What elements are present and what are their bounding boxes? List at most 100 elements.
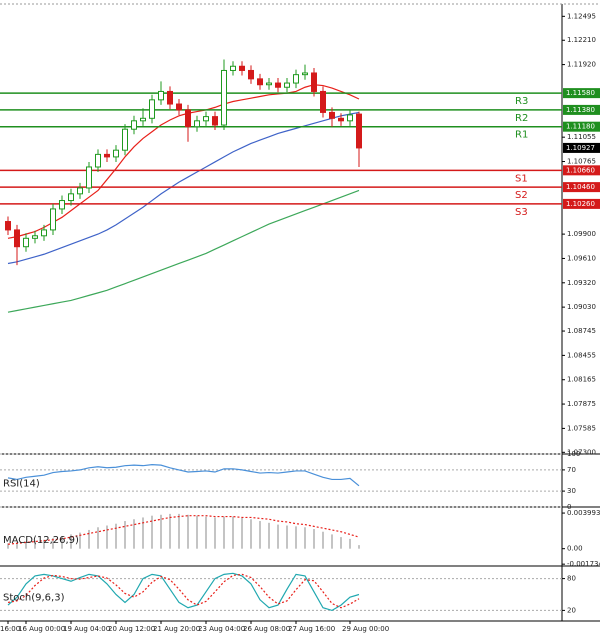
candle-body [59, 200, 65, 210]
y-tick-label: 1.08165 [567, 376, 596, 384]
candle-body [158, 90, 164, 101]
y-tick-label: 1.07585 [567, 424, 596, 432]
y-tick-label: 0.00 [567, 545, 583, 553]
level-name: R3 [515, 96, 528, 107]
candle-body [338, 117, 344, 122]
y-tick-label: 80 [567, 575, 576, 583]
candle-body [167, 90, 173, 105]
candle-body [212, 116, 218, 126]
moving-average [7, 84, 360, 239]
y-tick-label: 1.08455 [567, 351, 596, 359]
y-tick-label: 1.08745 [567, 327, 596, 335]
candle-body [194, 120, 200, 128]
current-price-label: 1.10927 [566, 144, 595, 152]
y-tick-label: 1.11055 [567, 133, 596, 141]
y-tick-label: 1.09610 [567, 254, 596, 262]
x-tick-label: 29 Aug 00:00 [342, 625, 389, 633]
candle-body [68, 193, 74, 202]
candle-body [50, 208, 56, 231]
candle-body [311, 72, 317, 92]
level-name: R1 [515, 130, 528, 141]
candle-body [131, 120, 137, 130]
level-tag-label: 1.10260 [566, 200, 595, 208]
candle-body [5, 221, 11, 231]
candle-body [14, 229, 20, 248]
y-tick-label: 1.09320 [567, 279, 596, 287]
level-tag [563, 88, 600, 99]
candle-body [77, 187, 83, 195]
pane-title: Stoch(9,6,3) [3, 593, 65, 604]
level-tag [563, 198, 600, 209]
y-tick-label: 20 [567, 606, 576, 614]
candle-body [32, 235, 38, 239]
level-tag-label: 1.11180 [566, 123, 595, 131]
pane-title: MACD(12,26,9) [3, 535, 79, 546]
candle-body [266, 82, 272, 86]
x-tick-label: 21 Aug 20:00 [153, 625, 200, 633]
y-tick-label: -0.001734 [567, 560, 600, 568]
indicator-line [7, 515, 360, 545]
candle-body [221, 69, 227, 126]
x-tick-label: 16:00 [0, 625, 20, 633]
candle-body [104, 153, 110, 158]
level-tag [563, 104, 600, 115]
candle-body [149, 99, 155, 119]
level-tag [563, 182, 600, 193]
candle-body [347, 114, 353, 122]
level-tag-label: 1.10660 [566, 166, 595, 174]
level-name: S1 [515, 173, 528, 184]
level-tag [563, 121, 600, 132]
candle-body [113, 149, 119, 158]
x-tick-label: 16 Aug 00:00 [18, 625, 65, 633]
y-tick-label: 1.10765 [567, 158, 596, 166]
y-tick-label: 30 [567, 487, 576, 495]
candle-body [140, 117, 146, 122]
candle-body [122, 128, 128, 151]
candle-body [203, 116, 209, 122]
candle-body [230, 65, 236, 71]
indicator-line [7, 463, 360, 487]
candle-body [356, 113, 362, 149]
level-tag [563, 165, 600, 176]
candle-body [329, 111, 335, 119]
level-tag-label: 1.11580 [566, 89, 595, 97]
candle-body [23, 237, 29, 248]
candle-body [239, 65, 245, 71]
y-tick-label: 1.09900 [567, 230, 596, 238]
candle-body [86, 166, 92, 189]
level-name: S3 [515, 207, 528, 218]
y-tick-label: 1.07300 [567, 448, 596, 456]
candle-body [257, 78, 263, 86]
candle-body [293, 74, 299, 84]
candle-body [41, 229, 47, 237]
level-name: S2 [515, 190, 528, 201]
y-tick-label: 1.12495 [567, 12, 596, 20]
y-tick-label: 1.11920 [567, 61, 596, 69]
candle-body [95, 153, 101, 168]
y-tick-label: 1.09030 [567, 303, 596, 311]
x-tick-label: 19 Aug 04:00 [63, 625, 110, 633]
candle-body [320, 90, 326, 113]
level-tag-label: 1.10460 [566, 183, 595, 191]
candle-body [176, 103, 182, 111]
candle-body [275, 82, 281, 88]
current-price-tag [563, 142, 600, 153]
candle-body [185, 109, 191, 128]
x-tick-label: 27 Aug 16:00 [288, 625, 335, 633]
y-tick-label: 70 [567, 466, 576, 474]
y-tick-label: 1.07875 [567, 400, 596, 408]
y-tick-label: 100 [567, 450, 580, 458]
x-tick-label: 26 Aug 08:00 [243, 625, 290, 633]
y-tick-label: 0.003993 [567, 509, 600, 517]
y-tick-label: 0 [567, 503, 571, 511]
x-tick-label: 20 Aug 12:00 [108, 625, 155, 633]
pane-title: RSI(14) [3, 479, 40, 490]
level-name: R2 [515, 113, 528, 124]
level-tag-label: 1.11380 [566, 106, 595, 114]
moving-average [7, 189, 360, 313]
x-tick-label: 23 Aug 04:00 [198, 625, 245, 633]
candle-body [284, 82, 290, 88]
candle-body [248, 69, 254, 80]
